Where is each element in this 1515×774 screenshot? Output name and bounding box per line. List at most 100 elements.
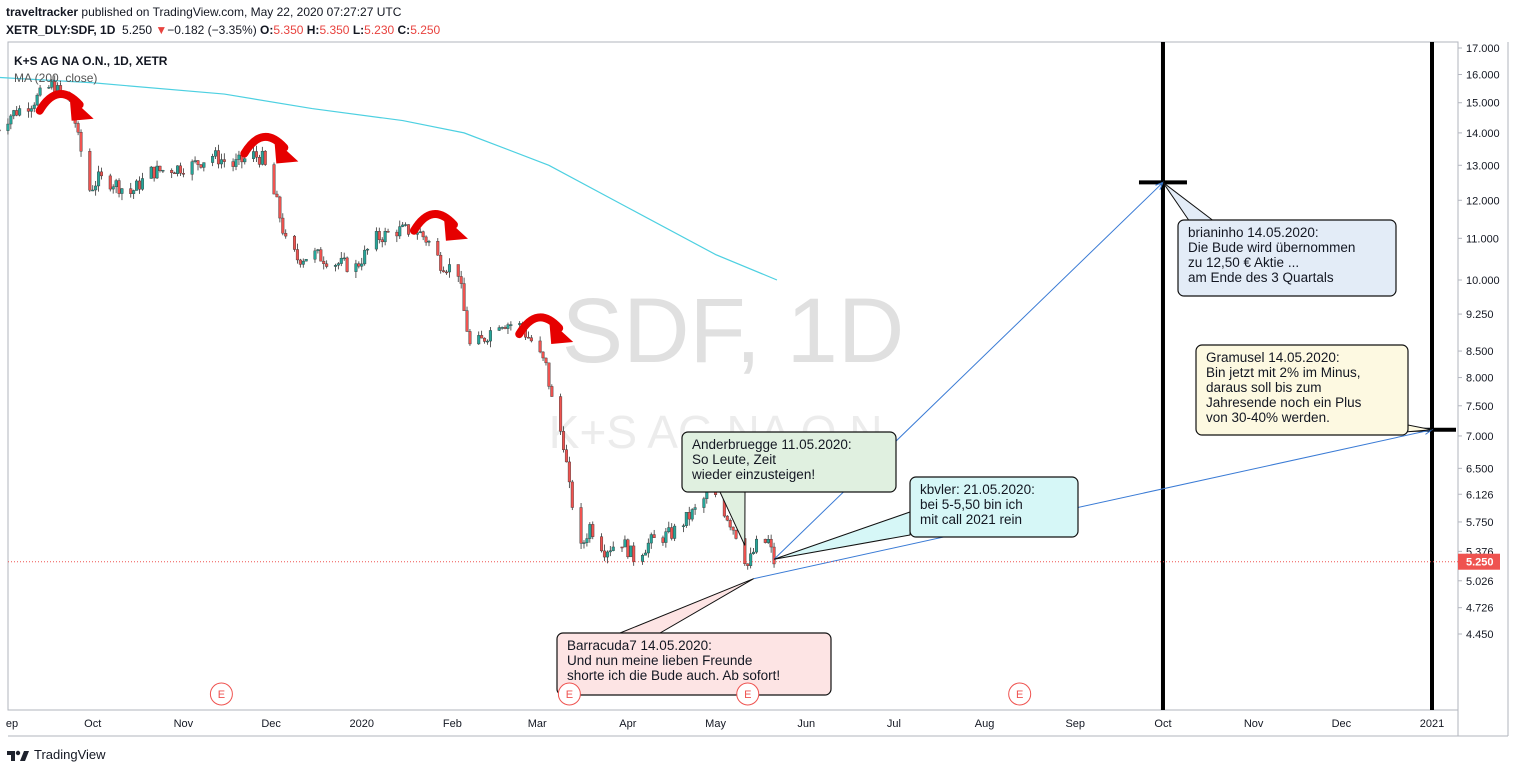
candle-body[interactable] xyxy=(643,552,647,556)
candle-body[interactable] xyxy=(216,150,220,165)
candle-body[interactable] xyxy=(383,231,387,243)
candle-body[interactable] xyxy=(15,110,19,116)
candle-body[interactable] xyxy=(529,337,533,342)
candle-body[interactable] xyxy=(237,154,241,160)
moving-average[interactable] xyxy=(0,76,778,281)
projection-line[interactable] xyxy=(773,182,1164,560)
candle-body[interactable] xyxy=(681,525,685,527)
candle-body[interactable] xyxy=(497,327,501,331)
candle-body[interactable] xyxy=(295,249,299,261)
earnings-icon[interactable] xyxy=(736,682,760,706)
candle-body[interactable] xyxy=(506,324,510,329)
candle-body[interactable] xyxy=(608,550,612,553)
candle-body[interactable] xyxy=(345,257,349,272)
candle-body[interactable] xyxy=(260,150,264,165)
candle-body[interactable] xyxy=(395,231,399,237)
candle-body[interactable] xyxy=(111,186,115,190)
candle-body[interactable] xyxy=(94,185,98,191)
candle-body[interactable] xyxy=(629,545,633,558)
candle-body[interactable] xyxy=(316,249,320,252)
candle-body[interactable] xyxy=(35,94,39,106)
candle-body[interactable] xyxy=(88,151,92,191)
candle-body[interactable] xyxy=(632,545,636,562)
candle-body[interactable] xyxy=(319,249,323,262)
candle-body[interactable] xyxy=(611,546,615,551)
candle-body[interactable] xyxy=(158,165,162,171)
candle-body[interactable] xyxy=(605,551,609,558)
candle-body[interactable] xyxy=(243,158,247,163)
callout-box[interactable] xyxy=(556,632,832,696)
callout-box[interactable] xyxy=(1177,219,1397,297)
candle-body[interactable] xyxy=(374,231,378,250)
candle-body[interactable] xyxy=(298,259,302,265)
candle-body[interactable] xyxy=(623,539,627,548)
candle-body[interactable] xyxy=(199,164,203,168)
candle-body[interactable] xyxy=(6,123,10,131)
candle-body[interactable] xyxy=(769,539,773,548)
candle-body[interactable] xyxy=(600,536,604,552)
candle-body[interactable] xyxy=(562,431,566,450)
candle-body[interactable] xyxy=(114,180,118,188)
candle-body[interactable] xyxy=(178,165,182,174)
candle-body[interactable] xyxy=(626,539,630,558)
candle-body[interactable] xyxy=(442,270,446,273)
candle-body[interactable] xyxy=(170,170,174,174)
candle-body[interactable] xyxy=(38,87,42,96)
candle-body[interactable] xyxy=(746,563,750,566)
candle-body[interactable] xyxy=(278,196,282,219)
curved-arrow-icon[interactable] xyxy=(35,90,84,115)
ma-line[interactable] xyxy=(0,76,778,281)
candle-body[interactable] xyxy=(47,87,51,89)
candle-body[interactable] xyxy=(108,175,112,190)
candle-body[interactable] xyxy=(29,108,33,112)
candle-body[interactable] xyxy=(252,151,256,159)
candle-body[interactable] xyxy=(485,340,489,343)
candle-body[interactable] xyxy=(579,507,583,544)
candle-body[interactable] xyxy=(149,166,153,179)
candle-body[interactable] xyxy=(380,239,384,243)
candle-body[interactable] xyxy=(526,336,530,339)
candle-body[interactable] xyxy=(664,531,668,543)
candle-body[interactable] xyxy=(336,263,340,266)
candle-body[interactable] xyxy=(138,180,142,190)
candle-body[interactable] xyxy=(673,525,677,539)
candle-body[interactable] xyxy=(231,161,235,167)
candle-body[interactable] xyxy=(468,331,472,345)
candle-body[interactable] xyxy=(418,231,422,233)
candle-body[interactable] xyxy=(257,157,261,165)
candle-body[interactable] xyxy=(731,526,735,531)
candle-body[interactable] xyxy=(196,160,200,165)
candle-body[interactable] xyxy=(135,180,139,191)
earnings-icon[interactable] xyxy=(1008,682,1032,706)
candle-body[interactable] xyxy=(99,171,103,177)
candle-body[interactable] xyxy=(456,264,460,277)
candle-body[interactable] xyxy=(401,224,405,227)
candle-body[interactable] xyxy=(292,235,296,250)
candle-body[interactable] xyxy=(357,263,361,267)
candle-body[interactable] xyxy=(567,461,571,483)
candle-body[interactable] xyxy=(377,231,381,240)
candle-body[interactable] xyxy=(407,224,411,235)
candle-body[interactable] xyxy=(725,515,729,521)
candle-body[interactable] xyxy=(275,193,279,198)
candle-body[interactable] xyxy=(693,507,697,510)
curved-arrow-icon[interactable] xyxy=(240,133,289,158)
candle-body[interactable] xyxy=(97,171,101,187)
candle-body[interactable] xyxy=(173,172,177,175)
candle-body[interactable] xyxy=(728,520,732,528)
candle-body[interactable] xyxy=(772,546,776,565)
candle-body[interactable] xyxy=(181,173,185,175)
candle-body[interactable] xyxy=(363,249,367,265)
candle-body[interactable] xyxy=(755,538,759,553)
candle-body[interactable] xyxy=(211,156,215,163)
candle-body[interactable] xyxy=(161,170,165,172)
candle-body[interactable] xyxy=(117,180,121,194)
candle-body[interactable] xyxy=(202,162,206,168)
candle-body[interactable] xyxy=(304,258,308,262)
candle-body[interactable] xyxy=(734,529,738,539)
candle-body[interactable] xyxy=(50,81,54,88)
candle-body[interactable] xyxy=(155,165,159,179)
footer-brand[interactable]: TradingView xyxy=(6,747,106,762)
candle-body[interactable] xyxy=(585,538,589,543)
